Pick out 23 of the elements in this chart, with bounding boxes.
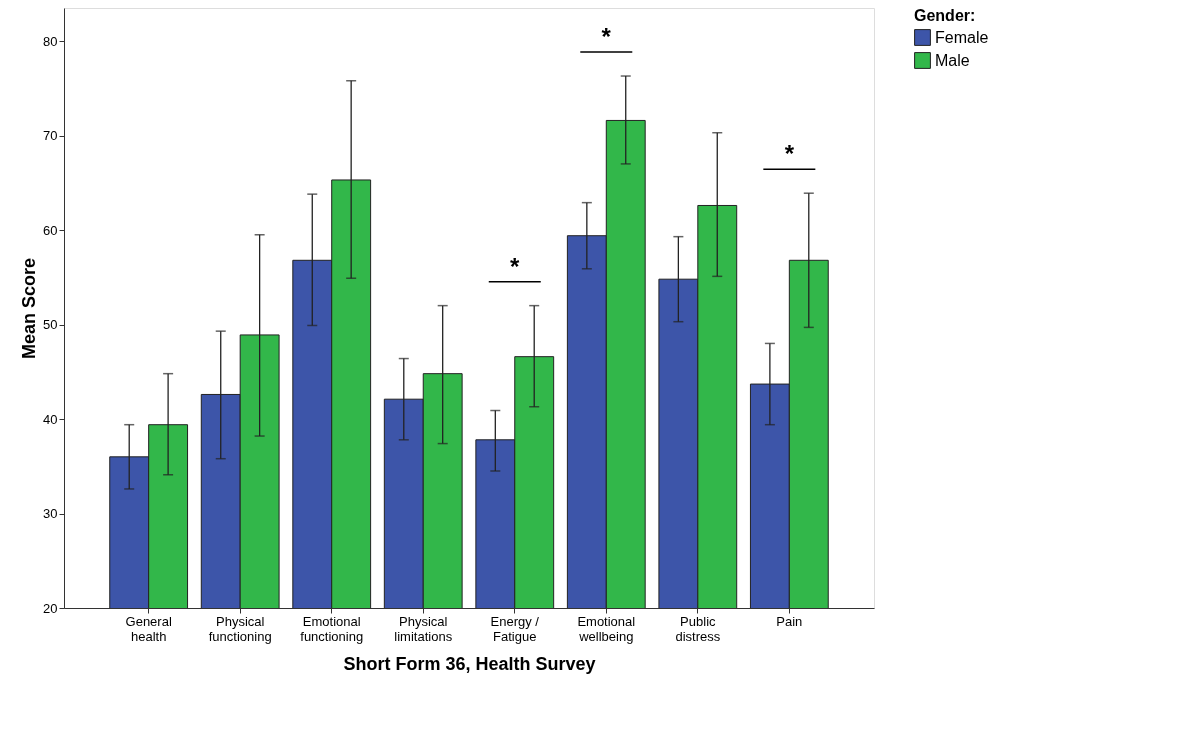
x-tick-label: General health xyxy=(125,613,172,644)
x-axis-title: Short Form 36, Health Survey xyxy=(343,653,596,674)
x-tick-label: Emotional wellbeing xyxy=(577,613,636,644)
legend-label: Male xyxy=(935,51,970,69)
x-tick-label: Emotional functioning xyxy=(300,613,364,644)
legend-label: Female xyxy=(935,28,989,46)
y-tick-label: 80 xyxy=(43,33,58,49)
y-axis-title: Mean Score xyxy=(19,257,40,360)
y-tick-label: 60 xyxy=(43,222,58,238)
x-tick-label: Public distress xyxy=(675,613,721,644)
y-tick-label: 20 xyxy=(43,600,58,616)
x-tick-label: Energy / Fatigue xyxy=(490,613,540,644)
y-tick-label: 40 xyxy=(43,411,58,427)
legend-title: Gender: xyxy=(914,7,976,24)
annotation: * xyxy=(510,252,521,280)
y-tick-label: 30 xyxy=(43,506,58,522)
y-tick-label: 50 xyxy=(43,317,58,333)
x-tick-label: Physical functioning xyxy=(208,613,272,644)
x-tick-label: Pain xyxy=(776,613,803,629)
annotation: * xyxy=(784,140,795,168)
x-tick-label: Physical limitations xyxy=(394,613,453,644)
y-tick-label: 70 xyxy=(43,128,58,144)
annotation: * xyxy=(601,23,612,51)
